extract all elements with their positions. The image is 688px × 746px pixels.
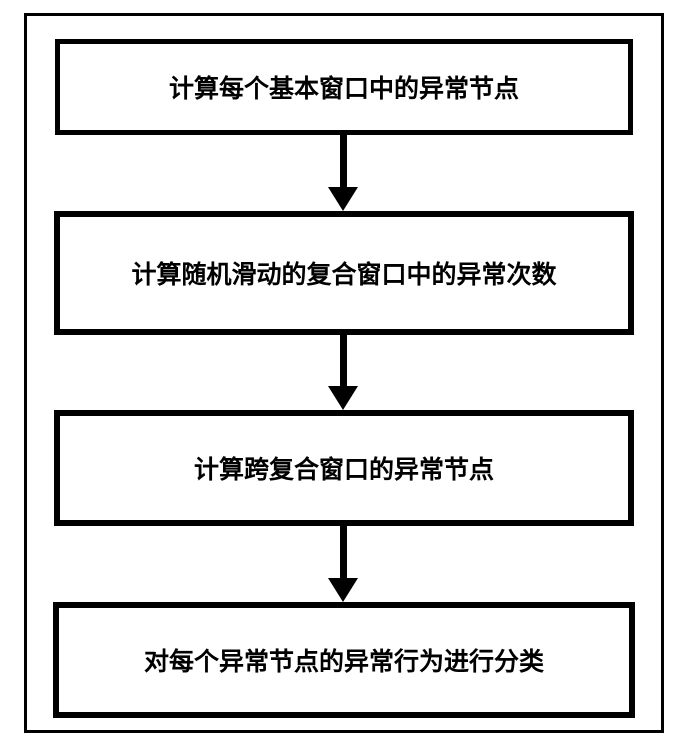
flow-node-label: 对每个异常节点的异常行为进行分类 (144, 642, 544, 678)
arrow-head-icon (328, 187, 358, 211)
flow-node-n1: 计算每个基本窗口中的异常节点 (55, 39, 633, 135)
arrow-head-icon (328, 386, 358, 410)
flow-node-label: 计算每个基本窗口中的异常节点 (169, 69, 519, 105)
flow-node-n4: 对每个异常节点的异常行为进行分类 (53, 602, 635, 718)
flowchart-canvas: 计算每个基本窗口中的异常节点计算随机滑动的复合窗口中的异常次数计算跨复合窗口的异… (0, 0, 688, 746)
arrow-shaft (340, 526, 347, 578)
arrow-shaft (340, 135, 347, 187)
flow-node-n3: 计算跨复合窗口的异常节点 (54, 410, 634, 526)
flow-node-label: 计算随机滑动的复合窗口中的异常次数 (131, 255, 556, 291)
flow-node-n2: 计算随机滑动的复合窗口中的异常次数 (54, 211, 634, 335)
arrow-head-icon (328, 578, 358, 602)
arrow-shaft (340, 335, 347, 386)
flow-node-label: 计算跨复合窗口的异常节点 (194, 450, 494, 486)
